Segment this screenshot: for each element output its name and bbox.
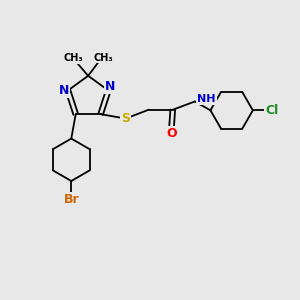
Text: O: O: [166, 127, 177, 140]
Text: CH₃: CH₃: [64, 53, 83, 63]
Text: Br: Br: [64, 193, 79, 206]
Text: CH₃: CH₃: [93, 52, 113, 62]
Text: S: S: [121, 112, 130, 125]
Text: N: N: [58, 84, 69, 97]
Text: NH: NH: [197, 94, 216, 104]
Text: N: N: [105, 80, 115, 93]
Text: Cl: Cl: [265, 104, 278, 117]
